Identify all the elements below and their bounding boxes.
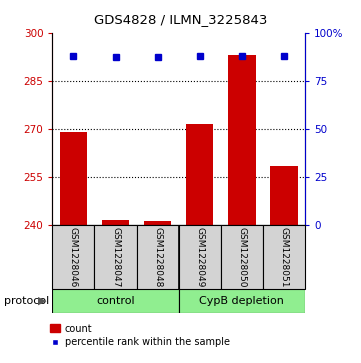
Bar bbox=[144, 221, 171, 225]
Bar bbox=[228, 55, 256, 225]
Bar bbox=[52, 225, 95, 289]
Text: GSM1228048: GSM1228048 bbox=[153, 227, 162, 287]
Text: GDS4828 / ILMN_3225843: GDS4828 / ILMN_3225843 bbox=[94, 13, 267, 26]
Bar bbox=[221, 225, 263, 289]
Bar bbox=[95, 225, 136, 289]
Bar bbox=[60, 132, 87, 225]
Text: GSM1228051: GSM1228051 bbox=[279, 227, 288, 287]
Text: CypB depletion: CypB depletion bbox=[199, 296, 284, 306]
Text: GSM1228046: GSM1228046 bbox=[69, 227, 78, 287]
Bar bbox=[136, 225, 179, 289]
Text: ▶: ▶ bbox=[38, 296, 47, 306]
Bar bbox=[179, 225, 221, 289]
Text: control: control bbox=[96, 296, 135, 306]
Legend: count, percentile rank within the sample: count, percentile rank within the sample bbox=[50, 323, 230, 347]
Bar bbox=[179, 289, 305, 313]
Text: protocol: protocol bbox=[4, 296, 49, 306]
Bar bbox=[102, 220, 129, 225]
Text: GSM1228050: GSM1228050 bbox=[238, 227, 246, 287]
Bar bbox=[52, 289, 179, 313]
Bar bbox=[186, 124, 213, 225]
Bar bbox=[270, 166, 298, 225]
Bar bbox=[263, 225, 305, 289]
Text: GSM1228049: GSM1228049 bbox=[195, 227, 204, 287]
Text: GSM1228047: GSM1228047 bbox=[111, 227, 120, 287]
